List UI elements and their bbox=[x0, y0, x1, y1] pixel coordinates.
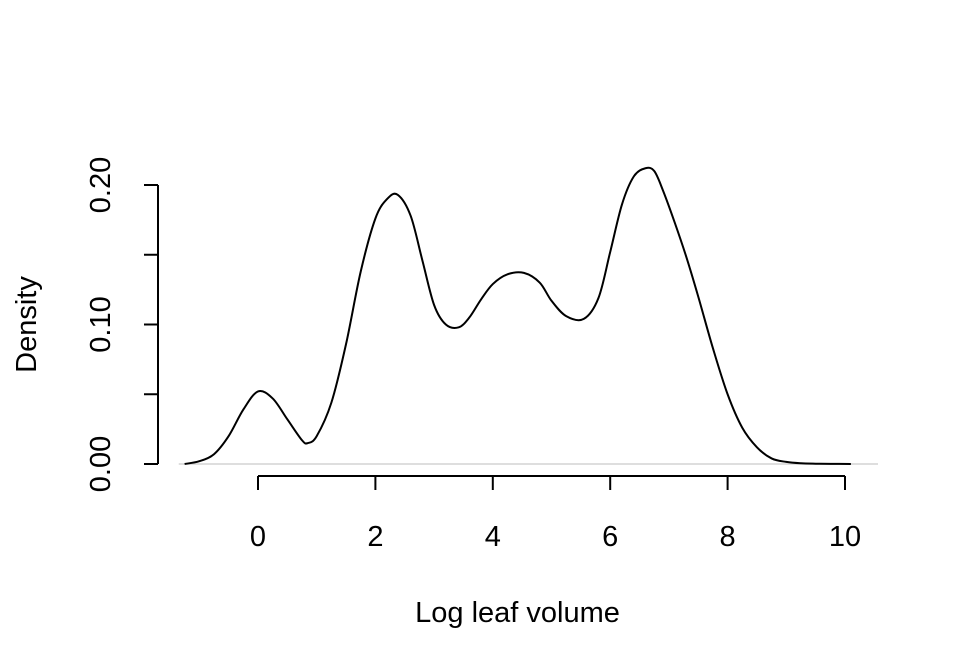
x-tick-label: 2 bbox=[367, 521, 383, 553]
x-tick-label: 6 bbox=[602, 521, 618, 553]
y-tick-label: 0.10 bbox=[85, 296, 117, 352]
x-axis-title: Log leaf volume bbox=[415, 597, 620, 629]
curve-layer bbox=[184, 166, 851, 465]
x-tick-label: 0 bbox=[250, 521, 266, 553]
y-axis-title: Density bbox=[11, 276, 43, 373]
x-tick-label: 8 bbox=[720, 521, 736, 553]
y-tick-label: 0.20 bbox=[85, 157, 117, 213]
y-axis: 0.00 0.10 0.20 bbox=[85, 157, 159, 492]
y-tick-label: 0.00 bbox=[85, 436, 117, 492]
x-tick-label: 4 bbox=[485, 521, 501, 553]
x-tick-label: 10 bbox=[829, 521, 861, 553]
x-axis: 0 2 4 6 8 10 bbox=[250, 475, 861, 553]
density-curve bbox=[184, 166, 851, 465]
